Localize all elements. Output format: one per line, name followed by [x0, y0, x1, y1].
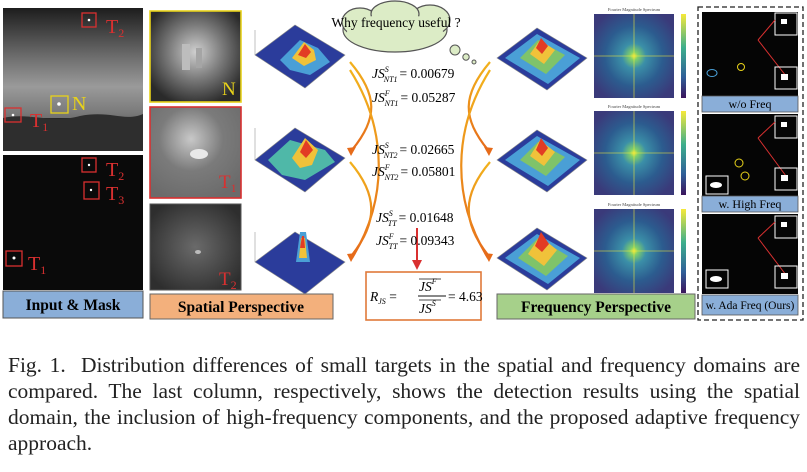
t1-label-top: T1 — [30, 110, 48, 134]
spatial-3d-plot-2 — [254, 127, 346, 193]
t2-label-mask: T2 — [106, 159, 124, 183]
eq-js-tt-s: JSS TT = 0.01648 — [376, 209, 454, 228]
figure-graphic: T2 T1 N T2 T3 T1 N T1 T2 Input & Mask Sp… — [2, 0, 804, 321]
spectrum-title-2: Fourier Magnitude Spectrum — [608, 104, 661, 109]
t2-box-top — [81, 12, 97, 28]
input-mask-image — [3, 155, 143, 290]
input-label-bar — [2, 290, 144, 319]
svg-text:RJS =: RJS = — [369, 289, 397, 306]
eq-js-tt-f: JSF TT = 0.09343 — [376, 232, 455, 251]
n-label: N — [72, 93, 86, 115]
frequency-label-bar — [496, 293, 696, 320]
crop-t1 — [149, 106, 242, 199]
eq-js-nt1-s: JSS NT1 = 0.00679 — [372, 65, 455, 84]
t1-box-top — [4, 107, 22, 123]
result-wo-freq — [701, 12, 799, 113]
spatial-3d-plot-3 — [254, 231, 346, 295]
svg-text:JSS: JSS — [419, 299, 436, 316]
crop-t1-label: T1 — [219, 172, 237, 195]
spatial-perspective-label: Spatial Perspective — [178, 299, 304, 316]
fourier-spectrum-3 — [594, 209, 686, 293]
high-freq-label: w. High Freq — [719, 197, 782, 211]
eq-js-nt2-f: JSF NT2 = 0.05801 — [372, 163, 455, 182]
ada-freq-label: w. Ada Freq (Ours) — [706, 300, 795, 312]
crop-n — [149, 10, 242, 103]
result-high-freq — [701, 114, 799, 213]
eq-js-nt2-s: JSS NT2 = 0.02665 — [372, 141, 455, 160]
caption-label: Fig. 1. — [8, 353, 66, 377]
t2-box-mask — [81, 157, 97, 173]
spectrum-title-1: Fourier Magnitude Spectrum — [608, 7, 661, 12]
crop-t2 — [149, 203, 242, 291]
equations: JSS NT1 = 0.00679 JSF NT1 = 0.05287 JSS NT2 = … — [372, 65, 456, 251]
crop-n-label: N — [222, 79, 236, 100]
results-dashed-frame — [697, 6, 804, 321]
t1-box-mask — [5, 250, 23, 267]
wo-freq-label: w/o Freq — [729, 97, 772, 111]
n-box — [50, 95, 69, 114]
fourier-spectrum-2 — [594, 111, 686, 195]
eq-js-nt1-f: JSF NT1 = 0.05287 — [372, 89, 456, 108]
spectrum-title-3: Fourier Magnitude Spectrum — [608, 202, 661, 207]
caption-text: Distribution differences of small target… — [8, 353, 800, 455]
spatial-3d-plot-1 — [254, 24, 346, 89]
question-cloud — [341, 0, 477, 65]
t2-label-top: T2 — [106, 16, 124, 40]
crop-t2-label: T2 — [219, 269, 237, 292]
frequency-perspective-label: Frequency Perspective — [521, 299, 671, 316]
svg-text:= 4.63: = 4.63 — [448, 289, 483, 304]
t3-label-mask: T3 — [106, 183, 124, 207]
figure-caption: Fig. 1. Distribution differences of smal… — [8, 352, 800, 456]
freq-3d-plot-3 — [496, 227, 588, 291]
svg-text:JSF: JSF — [419, 277, 437, 294]
t3-box-mask — [83, 181, 100, 200]
input-mask-label: Input & Mask — [26, 297, 121, 314]
spatial-label-bar — [149, 293, 334, 320]
t1-label-mask: T1 — [28, 253, 46, 277]
freq-3d-plot-1 — [496, 27, 588, 91]
ratio-formula: RJS = JSF JSS = 4.63 — [369, 277, 483, 316]
result-ada-freq — [701, 214, 799, 316]
freq-3d-plot-2 — [496, 129, 588, 193]
cloud-text: Why frequency useful ? — [331, 15, 460, 30]
fourier-spectrum-1 — [594, 14, 686, 98]
